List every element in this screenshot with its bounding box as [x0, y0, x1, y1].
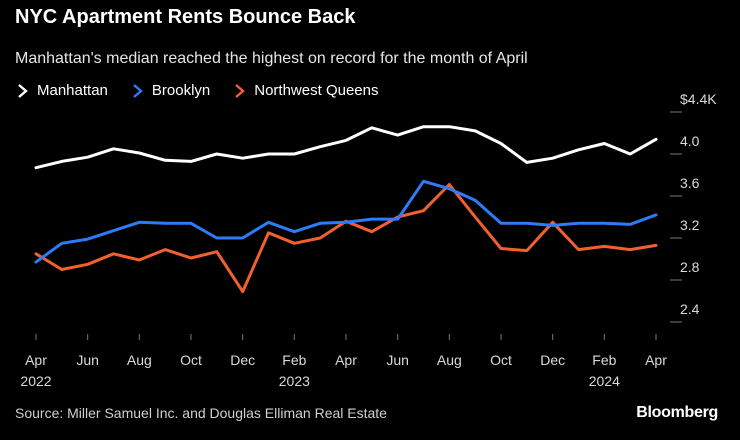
- x-tick-label: Feb: [592, 352, 616, 368]
- x-tick-label: Jun: [386, 352, 409, 368]
- x-tick-year-label: 2024: [589, 373, 620, 389]
- x-tick-label: Aug: [127, 352, 152, 368]
- source-note: Source: Miller Samuel Inc. and Douglas E…: [15, 405, 387, 421]
- x-tick-label: Apr: [335, 352, 357, 368]
- brand-logo: Bloomberg: [636, 404, 718, 421]
- x-tick-label: Jun: [76, 352, 99, 368]
- y-tick-label: 2.4: [680, 301, 700, 317]
- series-line-northwest-queens: [34, 183, 658, 294]
- x-tick-year-label: 2023: [279, 373, 310, 389]
- y-tick-label: $4.4K: [680, 91, 717, 107]
- x-tick-label: Apr: [645, 352, 667, 368]
- x-tick-label: Oct: [490, 352, 512, 368]
- x-tick-label: Apr: [25, 352, 47, 368]
- y-tick-label: 3.2: [680, 217, 700, 233]
- x-tick-label: Oct: [180, 352, 202, 368]
- chart-title: NYC Apartment Rents Bounce Back: [15, 6, 356, 28]
- legend-item-northwest-queens: Northwest Queens: [232, 82, 378, 99]
- legend-label-manhattan: Manhattan: [37, 82, 108, 99]
- legend-label-brooklyn: Brooklyn: [151, 82, 211, 99]
- series-line-manhattan: [34, 125, 658, 170]
- legend-item-brooklyn: Brooklyn: [130, 82, 210, 99]
- y-tick-label: 4.0: [680, 133, 700, 149]
- x-tick-label: Feb: [282, 352, 306, 368]
- y-tick-label: 2.8: [680, 259, 700, 275]
- legend-swatch-brooklyn: [133, 83, 143, 98]
- chart-subtitle: Manhattan's median reached the highest o…: [15, 50, 528, 67]
- legend: Manhattan Brooklyn Northwest Queens: [15, 82, 378, 99]
- legend-item-manhattan: Manhattan: [15, 82, 108, 99]
- series-line-brooklyn: [34, 179, 658, 264]
- x-tick-label: Aug: [437, 352, 462, 368]
- x-tick-label: Dec: [230, 352, 255, 368]
- legend-label-northwest-queens: Northwest Queens: [254, 82, 379, 99]
- y-tick-label: 3.6: [680, 175, 700, 191]
- x-tick-label: Dec: [540, 352, 565, 368]
- legend-swatch-manhattan: [18, 83, 28, 98]
- x-tick-year-label: 2022: [20, 373, 51, 389]
- legend-swatch-northwest-queens: [235, 83, 246, 98]
